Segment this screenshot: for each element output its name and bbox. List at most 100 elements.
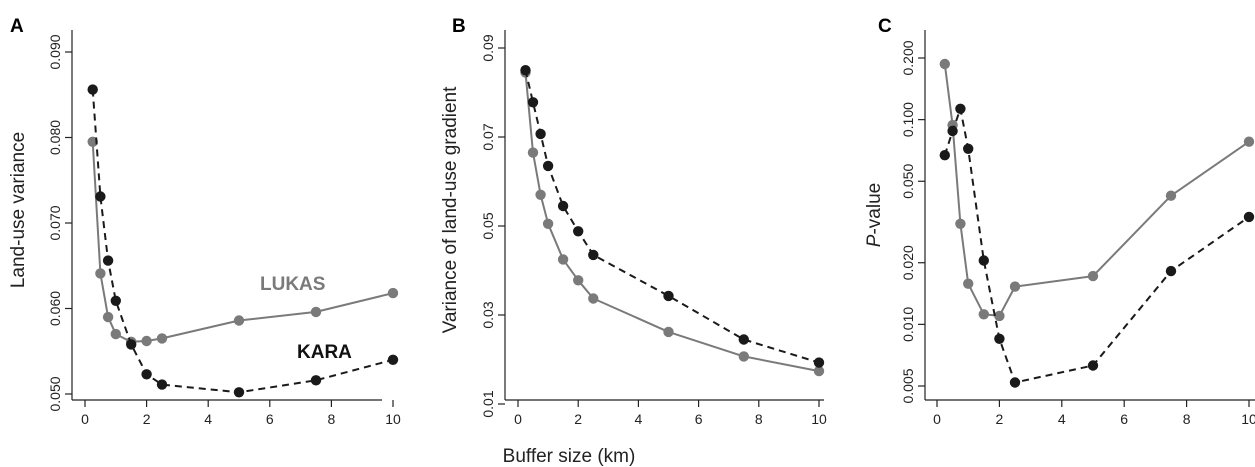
panel-label-b: B — [452, 16, 466, 37]
panel-a-series-dashed-point — [95, 191, 106, 202]
panel-b-xtick-label: 10 — [811, 411, 827, 427]
panel-b-series-solid-point — [813, 365, 825, 377]
panel-a-series-solid-point — [233, 315, 245, 326]
panel-b: 0 2 4 6 8 10 0.01 0.03 0.05 0.07 0.09 — [480, 30, 827, 427]
panel-b-series-dashed-point — [527, 97, 539, 108]
annotation-kara: KARA — [297, 342, 352, 363]
panel-b-series-solid-point — [663, 326, 674, 338]
panel-c-xtick-label: 2 — [996, 411, 1004, 427]
panel-b-ytick-label: 0.01 — [480, 390, 496, 417]
panel-c-series-dashed-point — [955, 103, 966, 115]
panel-b-series-dashed-point — [588, 249, 599, 261]
panel-c-series-solid-point — [939, 58, 950, 70]
panel-c-xtick-label: 4 — [1058, 411, 1066, 427]
panel-a-ytick-label: 0.080 — [47, 120, 63, 155]
panel-b-series-solid-point — [535, 189, 546, 200]
panel-b-ylabel: Variance of land-use gradient — [440, 86, 461, 334]
panel-c: 0 2 4 6 8 10 0.005 0.010 0.020 0.050 0.100 0.200 — [900, 30, 1255, 427]
panel-a-series-dashed-point — [102, 255, 114, 266]
panel-a-series-dashed-point — [87, 84, 98, 95]
panel-c-series-solid-point — [1165, 190, 1177, 201]
panel-b-series-dashed-line — [524, 69, 820, 364]
panel-c-series-solid-point — [978, 309, 989, 320]
panel-c-series-dashed-point — [939, 150, 950, 161]
panel-a-series-dashed-point — [126, 339, 137, 350]
panel-a-xtick-label: 8 — [328, 411, 336, 427]
panel-b-series-solid-point — [588, 293, 599, 304]
panel-a-xtick-label: 6 — [266, 411, 274, 427]
panel-a-series-solid-point — [310, 306, 322, 318]
panel-c-ylabel: P-value — [864, 183, 885, 247]
panel-b-series-solid-point — [527, 147, 539, 158]
panel-b-xtick-label: 2 — [574, 411, 582, 427]
panel-a-series-solid-point — [387, 287, 399, 299]
panel-c-ylabel-italic: P — [864, 234, 885, 247]
panel-c-series-dashed-point — [994, 333, 1005, 344]
panel-b-series-dashed-point — [535, 128, 546, 140]
panel-c-xtick-label: 8 — [1183, 411, 1191, 427]
panel-a-ylabel: Land-use variance — [8, 132, 29, 288]
panel-c-ytick-label: 0.100 — [900, 102, 916, 137]
panel-c-xtick-label: 0 — [933, 411, 941, 427]
panel-c-series-dashed-point — [963, 143, 974, 154]
panel-a-ytick-label: 0.070 — [47, 205, 63, 240]
panel-c-ytick-label: 0.010 — [900, 307, 916, 342]
panel-b-series-solid-point — [542, 218, 554, 229]
panel-a-series-dashed-point — [310, 375, 322, 386]
panel-a: 0 2 4 6 8 10 0.050 0.060 0.070 0.080 0.090 — [47, 30, 401, 427]
panel-b-ytick-label: 0.05 — [480, 212, 496, 239]
panel-b-series-dashed-point — [663, 290, 674, 302]
panel-a-series-dashed-point — [110, 295, 122, 306]
panel-a-series-dashed-point — [233, 387, 245, 398]
panel-c-series-dashed-line — [943, 107, 1250, 384]
panel-b-xlabel: Buffer size (km) — [503, 446, 636, 467]
panel-c-ytick-label: 0.200 — [900, 40, 916, 75]
panel-b-xtick-label: 8 — [755, 411, 763, 427]
panel-c-series-dashed-point — [1009, 377, 1021, 388]
panel-b-ytick-label: 0.07 — [480, 123, 496, 150]
panel-b-series-solid-point — [573, 275, 584, 286]
panel-b-xtick-label: 6 — [695, 411, 703, 427]
panel-a-series-solid-point — [102, 311, 114, 323]
panel-a-xtick-label: 10 — [385, 411, 401, 427]
panel-a-xtick-label: 0 — [81, 411, 89, 427]
panel-c-series-solid-point — [1243, 136, 1255, 147]
panel-a-xtick-label: 2 — [143, 411, 151, 427]
panel-c-xtick-label: 6 — [1120, 411, 1128, 427]
panel-c-series-solid-point — [1087, 270, 1099, 282]
panel-b-series-dashed-point — [557, 200, 569, 212]
annotation-lukas: LUKAS — [260, 274, 325, 295]
panel-label-c: C — [878, 16, 892, 37]
panel-b-series-solid-line — [524, 72, 820, 373]
panel-c-series-dashed-point — [947, 125, 958, 137]
panel-b-series-dashed-point — [738, 334, 749, 345]
panel-b-series-dashed-point — [542, 160, 554, 172]
panel-c-ytick-label: 0.005 — [900, 368, 916, 403]
panel-c-series-dashed-point — [978, 255, 989, 266]
panel-b-xtick-label: 4 — [635, 411, 643, 427]
panel-b-series-dashed-point — [573, 226, 584, 237]
panel-c-series-dashed-point — [1165, 265, 1177, 277]
panel-b-series-dashed-point — [813, 357, 825, 368]
panel-b-ytick-label: 0.09 — [480, 34, 496, 61]
panel-a-series-solid-point — [110, 328, 122, 340]
panel-c-series-solid-line — [943, 63, 1250, 317]
panel-b-series-solid-point — [557, 254, 569, 265]
panel-a-series-dashed-point — [387, 354, 399, 365]
panel-a-ytick-label: 0.050 — [47, 376, 63, 411]
panel-c-series-dashed-point — [1243, 211, 1255, 223]
panel-c-ylabel-rest: -value — [864, 183, 885, 235]
panel-b-xtick-label: 0 — [514, 411, 522, 427]
panel-label-a: A — [10, 16, 24, 37]
panel-c-series-solid-point — [955, 218, 966, 229]
panel-a-series-solid-point — [95, 268, 106, 279]
panel-c-series-solid-point — [963, 278, 974, 289]
panel-a-xtick-label: 4 — [204, 411, 212, 427]
panel-a-series-solid-line — [91, 141, 394, 343]
panel-b-series-solid-point — [738, 351, 749, 362]
panel-c-xtick-label: 10 — [1241, 411, 1255, 427]
panel-b-series-dashed-point — [520, 65, 531, 76]
panel-a-series-solid-point — [141, 335, 152, 347]
panel-c-series-solid-point — [994, 310, 1005, 322]
